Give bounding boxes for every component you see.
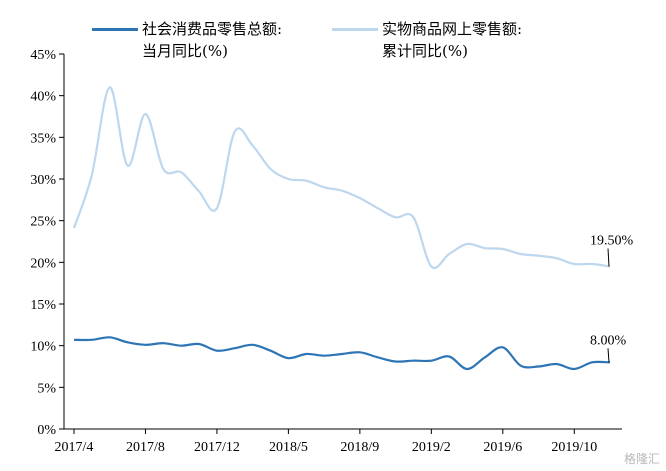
data-label-leader bbox=[607, 348, 610, 363]
x-tick-label: 2019/2 bbox=[412, 440, 451, 455]
data-label-end: 19.50% bbox=[590, 234, 634, 249]
data-label-leader bbox=[607, 248, 610, 267]
x-tick-label: 2017/4 bbox=[55, 440, 94, 455]
x-tick-label: 2019/6 bbox=[483, 440, 522, 455]
y-tick-label: 40% bbox=[30, 90, 56, 105]
x-tick-label: 2019/10 bbox=[551, 440, 597, 455]
x-tick-label: 2018/9 bbox=[340, 440, 379, 455]
y-tick-label: 35% bbox=[30, 131, 56, 146]
series-line-online-sales bbox=[72, 86, 611, 269]
y-tick-label: 15% bbox=[30, 298, 56, 313]
y-tick-label: 0% bbox=[37, 423, 56, 438]
y-tick-label: 10% bbox=[30, 340, 56, 355]
x-tick-label: 2017/8 bbox=[126, 440, 165, 455]
legend-label-line1: 社会消费品零售总额: bbox=[142, 20, 283, 38]
y-tick-label: 45% bbox=[30, 48, 56, 63]
legend-label-line2: 当月同比(%) bbox=[142, 42, 228, 60]
legend-swatch-retail-sales bbox=[92, 28, 138, 31]
legend-label-line1: 实物商品网上零售额: bbox=[382, 20, 523, 38]
y-tick-label: 5% bbox=[37, 381, 56, 396]
x-tick-label: 2017/12 bbox=[194, 440, 240, 455]
series-line-retail-sales bbox=[73, 336, 611, 371]
watermark: 格隆汇 bbox=[623, 452, 660, 466]
y-tick-label: 20% bbox=[30, 256, 56, 271]
x-tick-label: 2018/5 bbox=[269, 440, 308, 455]
y-tick-label: 25% bbox=[30, 215, 56, 230]
data-label-end: 8.00% bbox=[590, 333, 627, 348]
y-tick-label: 30% bbox=[30, 173, 56, 188]
legend-label-line2: 累计同比(%) bbox=[382, 42, 468, 60]
legend-swatch-online-sales bbox=[332, 28, 378, 31]
